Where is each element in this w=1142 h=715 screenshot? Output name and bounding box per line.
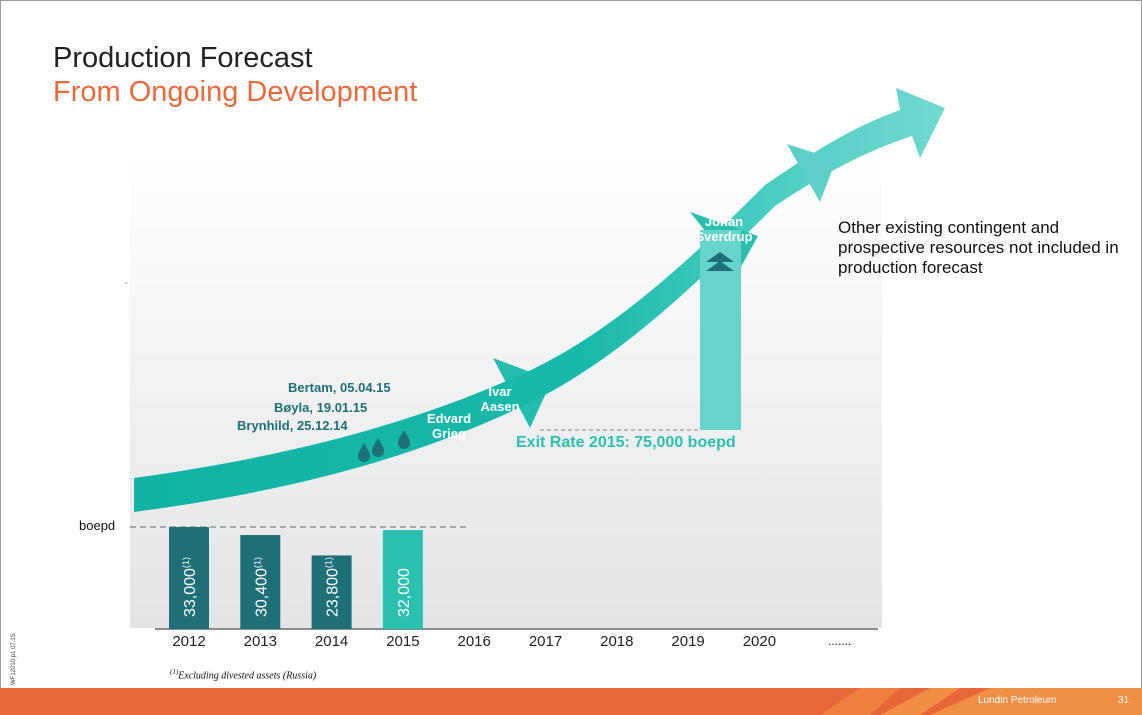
upper-chevron [787,144,836,202]
footnote-mark: (1) [170,668,179,676]
x-tick-label: 2015 [386,633,419,650]
growth-arrow [134,88,945,512]
x-tick-label: 2020 [743,633,776,650]
bar-value-label: 33,000(1) [181,557,199,617]
bar-value-label: 23,800(1) [324,557,342,617]
bar-2012 [169,527,209,629]
ivar-aasen-chevron [493,358,552,428]
bar-value-label: 30,400(1) [252,557,270,617]
footer-bar [0,688,1142,715]
page-title: Production Forecast [53,42,313,74]
label-johan-sverdrup: Johan Sverdrup [695,214,753,244]
label-edvard-grieg: Edvard Grieg [426,411,472,441]
x-axis-ellipsis: ....... [828,634,851,648]
x-tick-label: 2012 [172,633,205,650]
page-subtitle: From Ongoing Development [53,76,418,108]
bar-value-label: 32,000 [396,568,413,617]
x-tick-label: 2013 [244,633,277,650]
page-number: 31 [1118,695,1130,706]
bar-2015 [382,530,423,629]
milestone-boyla: Bøyla, 19.01.15 [274,400,368,415]
unit-label: boepd [79,518,116,533]
company-name: Lundin Petroleum [978,695,1057,706]
document-code: WF12010 p1 07.15 [11,633,17,685]
milestone-brynhild: Brynhild, 25.12.14 [237,418,348,433]
footnote-text: Excluding divested assets (Russia) [178,670,317,682]
bar-2013 [240,535,281,629]
resources-note: Other existing contingent and prospectiv… [838,218,1119,277]
footer-pattern [820,688,1142,715]
oil-drop-icons [358,430,410,462]
x-tick-label: 2014 [315,633,348,650]
label-ivar-aasen: Ivar Aasen [480,384,520,414]
footnote: (1)Excluding divested assets (Russia) [170,668,316,681]
x-tick-label: 2019 [671,633,704,650]
x-tick-label: 2016 [458,633,491,650]
up-arrows-icon [706,252,734,271]
x-tick-label: 2017 [529,633,562,650]
bar-2014 [311,555,352,629]
milestone-bertam: Bertam, 05.04.15 [288,380,391,395]
x-tick-label: 2018 [600,633,633,650]
exit-rate-label: Exit Rate 2015: 75,000 boepd [516,434,736,451]
